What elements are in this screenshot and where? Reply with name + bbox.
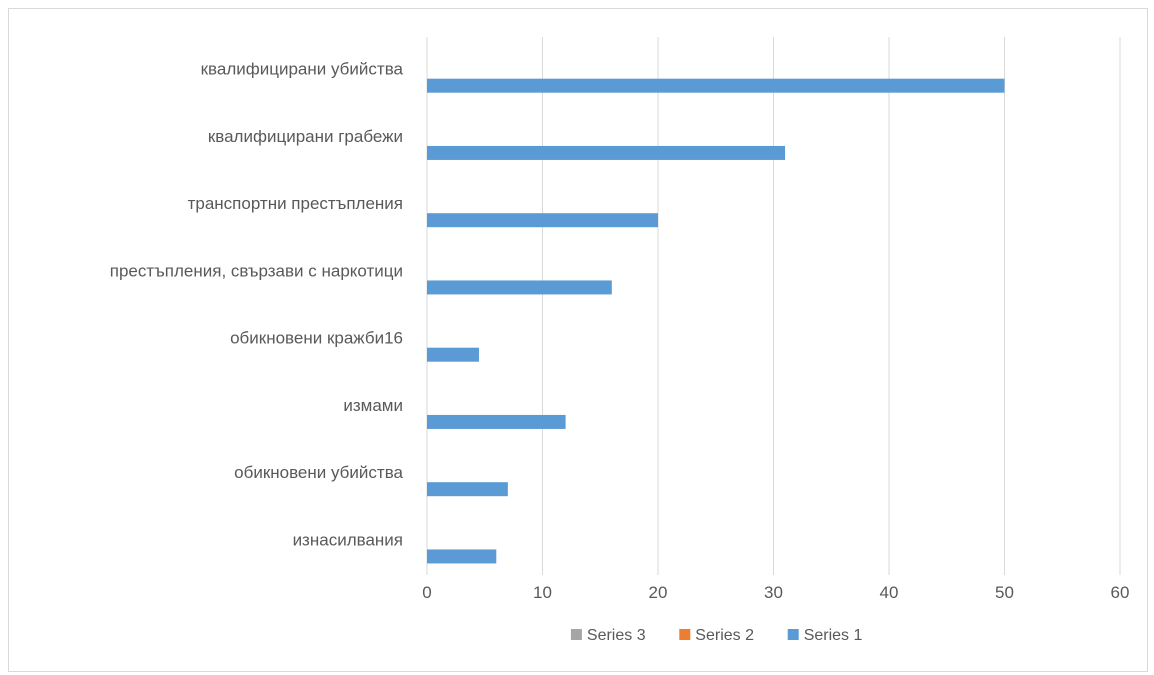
category-label-1: квалифицирани убийства bbox=[201, 60, 404, 79]
x-tick-label-40: 40 bbox=[880, 583, 899, 602]
legend-label-series-3: Series 3 bbox=[587, 627, 646, 644]
legend-swatch-series-3 bbox=[570, 629, 582, 640]
x-tick-label-50: 50 bbox=[995, 583, 1014, 602]
legend-swatch-series-2 bbox=[679, 629, 691, 640]
x-tick-label-0: 0 bbox=[422, 583, 431, 602]
bar-series-1-6 bbox=[427, 414, 566, 429]
category-label-5: обикновени кражби16 bbox=[230, 329, 403, 348]
x-tick-label-60: 60 bbox=[1111, 583, 1130, 602]
bar-series-1-8 bbox=[427, 549, 497, 564]
bar-series-1-1 bbox=[427, 78, 1005, 93]
bar-series-1-2 bbox=[427, 145, 786, 160]
bar-series-1-7 bbox=[427, 482, 508, 497]
legend-label-series-2: Series 2 bbox=[695, 627, 754, 644]
bar-series-1-3 bbox=[427, 213, 658, 228]
category-label-4: престъпления, свързави с наркотици bbox=[110, 261, 403, 280]
x-tick-label-30: 30 bbox=[764, 583, 783, 602]
bar-series-1-5 bbox=[427, 347, 479, 362]
category-label-3: транспортни престъпления bbox=[188, 194, 403, 213]
x-tick-label-10: 10 bbox=[533, 583, 552, 602]
chart-frame bbox=[8, 8, 1148, 672]
legend-swatch-series-1 bbox=[787, 629, 799, 640]
x-tick-label-20: 20 bbox=[649, 583, 668, 602]
bar-series-1-4 bbox=[427, 280, 612, 295]
category-label-6: измами bbox=[343, 396, 403, 415]
category-label-8: изнасилвания bbox=[293, 530, 403, 549]
category-label-2: квалифицирани грабежи bbox=[208, 127, 403, 146]
category-label-7: обикновени убийства bbox=[234, 463, 403, 482]
legend-label-series-1: Series 1 bbox=[804, 627, 863, 644]
